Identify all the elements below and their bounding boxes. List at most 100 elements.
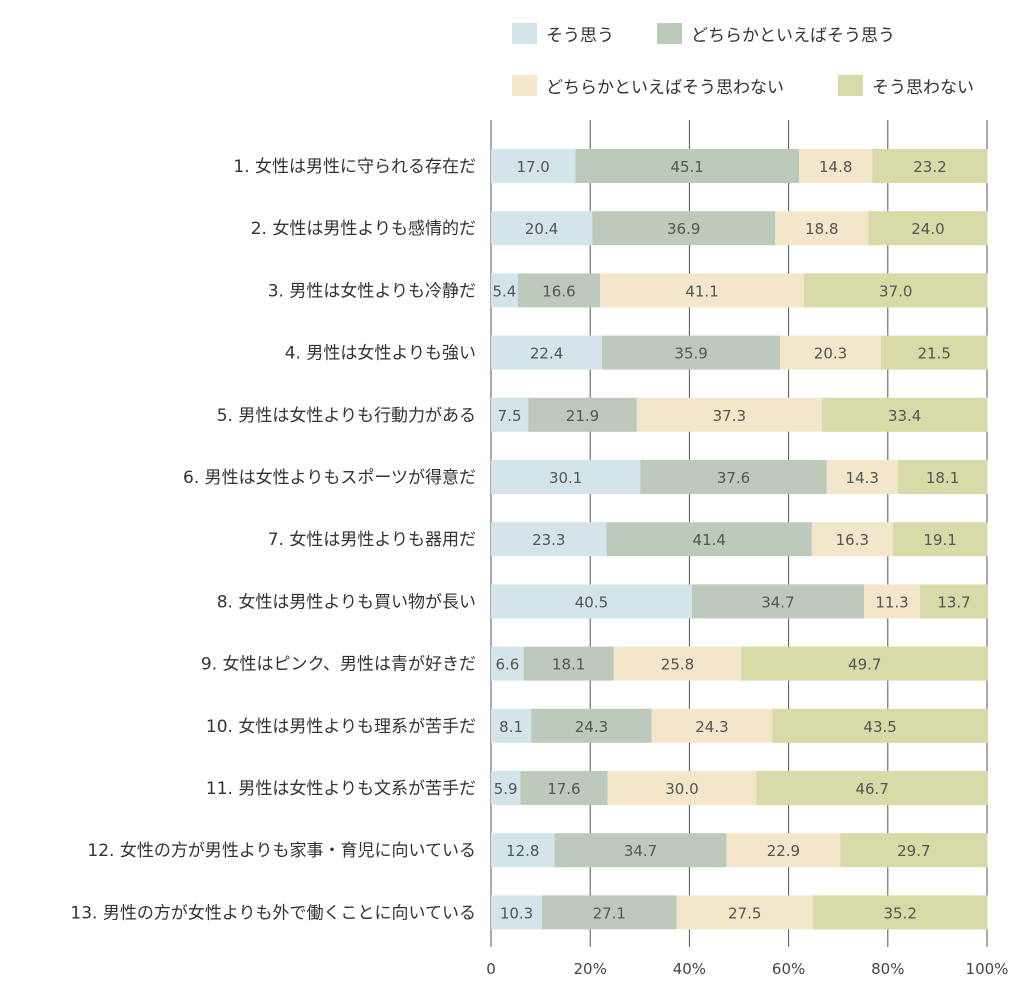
data-label: 20.4 bbox=[525, 220, 558, 238]
bar-segment bbox=[880, 335, 988, 370]
data-label: 10.3 bbox=[500, 904, 533, 922]
bar-segment bbox=[811, 522, 893, 557]
data-label: 18.8 bbox=[805, 220, 838, 238]
data-label: 16.6 bbox=[542, 282, 575, 300]
data-label: 27.5 bbox=[728, 904, 761, 922]
bar-segment bbox=[840, 833, 988, 868]
bar-segment bbox=[517, 273, 601, 308]
data-label: 21.9 bbox=[566, 407, 599, 425]
legend-item-2: どちらかといえばそう思う bbox=[657, 21, 895, 46]
bar-segment bbox=[491, 708, 532, 743]
bar-segment bbox=[491, 584, 692, 619]
legend-swatch-4 bbox=[838, 75, 863, 96]
data-label: 40.5 bbox=[575, 593, 608, 611]
bar-segment bbox=[651, 708, 773, 743]
data-label: 25.8 bbox=[661, 656, 694, 674]
data-label: 29.7 bbox=[897, 842, 930, 860]
legend-item-4: そう思わない bbox=[838, 73, 974, 98]
category-label: 9. 女性はピンク、男性は青が好きだ bbox=[201, 655, 476, 675]
x-tick-label: 20% bbox=[574, 960, 607, 978]
bar-segment bbox=[897, 460, 988, 494]
legend-item-1: そう思う bbox=[512, 21, 614, 46]
data-label: 19.1 bbox=[923, 531, 956, 549]
data-label: 5.4 bbox=[492, 282, 516, 300]
data-label: 13.7 bbox=[937, 593, 970, 611]
bar-segment bbox=[741, 646, 988, 681]
bar-segment bbox=[491, 335, 603, 370]
bar-segment bbox=[676, 895, 813, 930]
data-label: 41.1 bbox=[685, 282, 718, 300]
bar-segment bbox=[531, 708, 652, 743]
x-tick-label: 80% bbox=[871, 960, 904, 978]
data-label: 37.6 bbox=[717, 469, 750, 487]
data-label: 36.9 bbox=[667, 220, 700, 238]
data-label: 17.0 bbox=[516, 158, 549, 176]
data-label: 30.0 bbox=[665, 780, 698, 798]
bar-segment bbox=[491, 646, 524, 681]
data-label: 24.0 bbox=[911, 220, 944, 238]
x-tick-label: 0 bbox=[486, 960, 496, 978]
data-label: 49.7 bbox=[848, 656, 881, 674]
bar-segment bbox=[613, 646, 742, 681]
bar-segment bbox=[554, 833, 727, 868]
data-label: 18.1 bbox=[926, 469, 959, 487]
data-label: 17.6 bbox=[547, 780, 580, 798]
bar-segment bbox=[606, 522, 812, 557]
data-label: 18.1 bbox=[552, 656, 585, 674]
data-label: 14.3 bbox=[846, 469, 879, 487]
legend-swatch-1 bbox=[512, 23, 537, 44]
data-label: 11.3 bbox=[875, 593, 908, 611]
bar-segment bbox=[799, 149, 873, 183]
data-label: 14.8 bbox=[819, 158, 852, 176]
legend-item-3: どちらかといえばそう思わない bbox=[512, 73, 784, 98]
data-label: 6.6 bbox=[495, 656, 519, 674]
data-label: 30.1 bbox=[549, 469, 582, 487]
x-tick-label: 40% bbox=[673, 960, 706, 978]
category-label: 13. 男性の方が女性よりも外で働くことに向いている bbox=[70, 903, 476, 923]
bar-segment bbox=[523, 646, 614, 681]
data-label: 27.1 bbox=[593, 904, 626, 922]
bar-segment bbox=[812, 895, 988, 930]
category-label: 4. 男性は女性よりも強い bbox=[285, 344, 476, 364]
data-label: 43.5 bbox=[863, 718, 896, 736]
data-label: 22.4 bbox=[530, 345, 563, 363]
bar-segment bbox=[600, 273, 804, 308]
bar-series: 17.0 45.1 14.8 23.2 20.4 36.9 18.8 24.0 5.4 16.6 4… bbox=[491, 149, 988, 930]
bar-segment bbox=[491, 149, 576, 183]
data-label: 37.3 bbox=[713, 407, 746, 425]
category-label: 12. 女性の方が男性よりも家事・育児に向いている bbox=[87, 841, 476, 861]
data-label: 8.1 bbox=[499, 718, 523, 736]
legend-label-4: そう思わない bbox=[872, 78, 974, 98]
data-label: 21.5 bbox=[917, 345, 950, 363]
category-label: 7. 女性は男性よりも器用だ bbox=[268, 530, 476, 550]
bar-segment bbox=[756, 771, 988, 805]
data-label: 35.9 bbox=[674, 345, 707, 363]
category-label: 10. 女性は男性よりも理系が苦手だ bbox=[206, 717, 476, 737]
category-label: 8. 女性は男性よりも買い物が長い bbox=[217, 592, 476, 612]
data-label: 5.9 bbox=[494, 780, 518, 798]
bar-segment bbox=[528, 397, 637, 432]
bar-segment bbox=[491, 895, 543, 930]
x-tick-label: 60% bbox=[772, 960, 805, 978]
bar-segment bbox=[636, 397, 822, 432]
bar-segment bbox=[602, 335, 781, 370]
bar-segment bbox=[863, 584, 921, 619]
data-label: 16.3 bbox=[836, 531, 869, 549]
bar-segment bbox=[803, 273, 988, 308]
bar-segment bbox=[592, 211, 776, 246]
bar-segment bbox=[691, 584, 864, 619]
bar-segment bbox=[491, 771, 521, 805]
bar-segment bbox=[491, 273, 518, 308]
bar-segment bbox=[491, 211, 593, 246]
data-label: 45.1 bbox=[670, 158, 703, 176]
bar-segment bbox=[892, 522, 988, 557]
category-label: 2. 女性は男性よりも感情的だ bbox=[251, 219, 476, 239]
category-labels: 1. 女性は男性に守られる存在だ 2. 女性は男性よりも感情的だ 3. 男性は女性よ… bbox=[70, 157, 476, 923]
data-label: 7.5 bbox=[498, 407, 522, 425]
bar-segment bbox=[491, 460, 641, 494]
data-label: 12.8 bbox=[506, 842, 539, 860]
bar-segment bbox=[772, 708, 988, 743]
data-label: 37.0 bbox=[879, 282, 912, 300]
bar-segment bbox=[491, 522, 607, 557]
bar-segment bbox=[607, 771, 757, 805]
